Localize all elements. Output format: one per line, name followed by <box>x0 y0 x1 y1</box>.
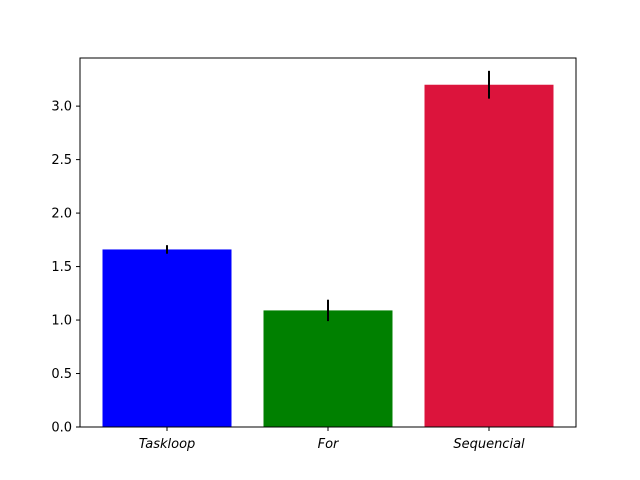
error-bars-group <box>166 70 490 322</box>
bar-sequencial <box>424 84 554 427</box>
x-axis: Taskloop For Sequencial <box>139 427 525 452</box>
bar-taskloop <box>102 249 232 427</box>
y-tick-label: 2.5 <box>51 153 72 168</box>
bars-group <box>102 84 554 427</box>
y-tick-label: 3.0 <box>51 100 72 115</box>
x-tick-label-sequencial: Sequencial <box>453 437 525 452</box>
y-tick-label: 1.0 <box>51 314 72 329</box>
y-tick-label: 0.0 <box>51 421 72 436</box>
y-tick-label: 2.0 <box>51 207 72 222</box>
y-axis: 0.0 0.5 1.0 1.5 2.0 2.5 3.0 <box>51 100 80 436</box>
x-tick-label-taskloop: Taskloop <box>139 437 196 452</box>
x-tick-label-for: For <box>318 437 340 452</box>
bar-for <box>263 310 393 427</box>
y-tick-label: 0.5 <box>51 367 72 382</box>
y-tick-label: 1.5 <box>51 260 72 275</box>
